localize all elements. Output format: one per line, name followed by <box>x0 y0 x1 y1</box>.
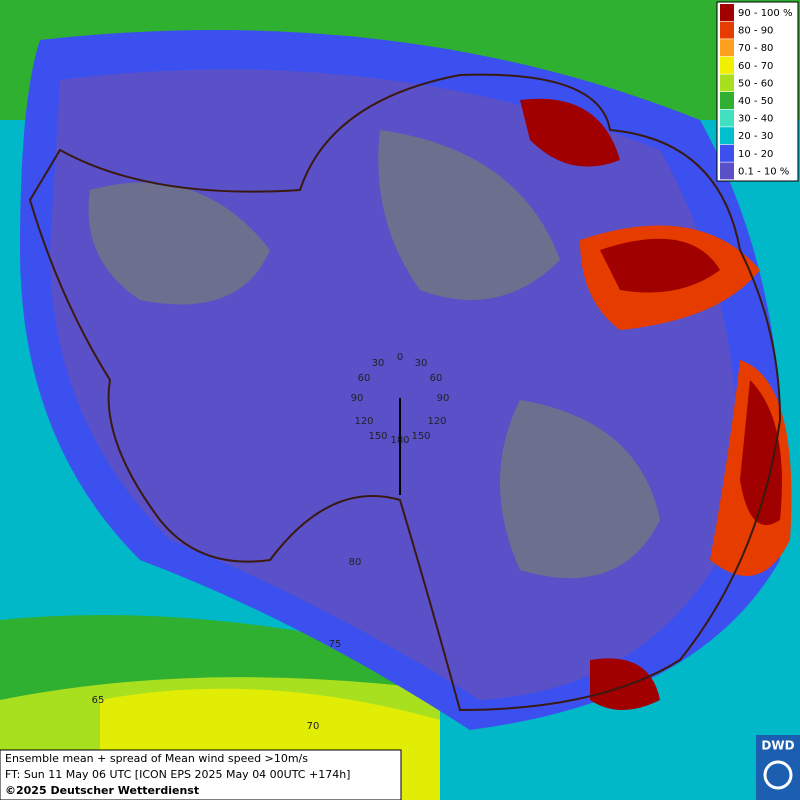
legend-label: 40 - 50 <box>738 96 773 107</box>
map-label: 150 <box>411 431 430 442</box>
legend-label: 50 - 60 <box>738 78 773 89</box>
map-label: 30 <box>372 358 385 369</box>
legend-swatch <box>720 74 734 92</box>
legend-swatch <box>720 144 734 162</box>
legend-label: 70 - 80 <box>738 43 773 54</box>
legend-label: 0.1 - 10 % <box>738 166 789 177</box>
legend-swatch <box>720 56 734 74</box>
map-label: 90 <box>351 393 364 404</box>
legend-swatch <box>720 162 734 180</box>
map-label: 90 <box>437 393 450 404</box>
legend-swatch <box>720 39 734 57</box>
gray <box>500 400 660 579</box>
legend-label: 20 - 30 <box>738 131 773 142</box>
caption-line: FT: Sun 11 May 06 UTC [ICON EPS 2025 May… <box>5 768 350 781</box>
legend-label: 30 - 40 <box>738 114 773 125</box>
map-label: 150 <box>368 431 387 442</box>
high <box>600 238 720 293</box>
gray <box>378 130 560 300</box>
map-label: 120 <box>354 416 373 427</box>
legend-label: 10 - 20 <box>738 149 773 160</box>
caption-box <box>0 749 402 800</box>
coastline <box>28 73 782 712</box>
legend-swatch <box>720 92 734 109</box>
gray <box>88 182 270 305</box>
legend-swatch <box>720 4 734 21</box>
map-label: 80 <box>349 557 362 568</box>
map-label: 60 <box>358 373 371 384</box>
map-label: 70 <box>307 721 320 732</box>
map-label: 120 <box>427 416 446 427</box>
legend-label: 60 - 70 <box>738 61 773 72</box>
high <box>740 380 782 525</box>
logo-text: DWD <box>761 739 794 753</box>
legend-items: 90 - 100 % 80 - 90 70 - 80 60 - 70 50 - 60 40… <box>720 4 792 180</box>
legend-label: 80 - 90 <box>738 26 773 37</box>
map-label: 65 <box>92 695 105 706</box>
map-label: 30 <box>415 358 428 369</box>
high <box>520 98 620 167</box>
caption-line: Ensemble mean + spread of Mean wind spee… <box>5 752 308 765</box>
map-label: 60 <box>430 373 443 384</box>
high <box>590 658 660 710</box>
legend-label: 90 - 100 % <box>738 8 792 19</box>
map-label: 180 <box>390 435 409 446</box>
legend-swatch <box>720 109 734 127</box>
legend-swatch <box>720 127 734 145</box>
legend: 90 - 100 % 80 - 90 70 - 80 60 - 70 50 - 60 40… <box>716 1 799 182</box>
map-label: 75 <box>329 639 342 650</box>
logo-icon <box>763 760 793 790</box>
legend-swatch <box>720 21 734 39</box>
caption-line: ©2025 Deutscher Wetterdienst <box>5 784 199 797</box>
map-label: 0 <box>397 352 403 363</box>
caption: Ensemble mean + spread of Mean wind spee… <box>5 752 350 797</box>
